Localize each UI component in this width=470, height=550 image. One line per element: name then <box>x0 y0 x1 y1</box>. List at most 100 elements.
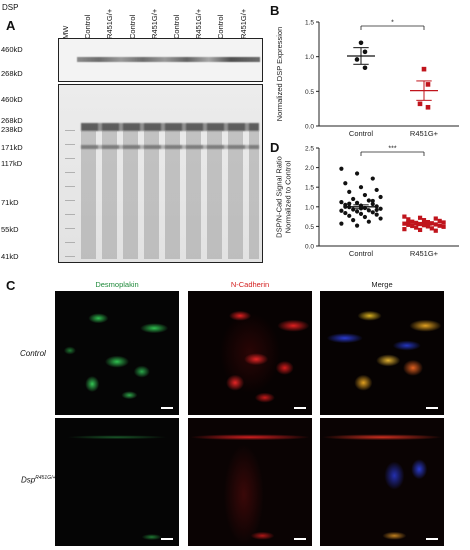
data-point <box>339 166 344 171</box>
chart-b-expression: 0.0 0.5 1.0 1.5 Control R451G+ Normalized DSP … <box>275 20 459 138</box>
scale-bar <box>161 407 173 409</box>
column-title-merge: Merge <box>371 280 393 289</box>
data-point <box>414 225 419 230</box>
y-axis-label: DSP/N-Cad Signal RatioNormalized to Cont… <box>275 156 293 238</box>
lane-label: Control <box>216 14 226 39</box>
data-point <box>425 104 431 110</box>
data-point <box>370 210 375 215</box>
micrograph-mutant-merge <box>320 418 444 546</box>
data-point <box>358 40 364 46</box>
data-point <box>354 57 360 62</box>
mw-ladder-lane <box>65 130 75 260</box>
micrograph-mutant-desmoplakin <box>55 418 179 546</box>
data-point <box>429 226 434 231</box>
lane-label: R451G/+ <box>194 8 204 39</box>
data-point <box>351 207 356 212</box>
bottom-marker-238: 238kD <box>1 125 23 134</box>
data-point <box>370 198 375 204</box>
significance-stars: * <box>391 20 394 27</box>
data-point <box>339 221 344 226</box>
data-point <box>425 82 431 87</box>
data-point <box>441 224 446 229</box>
data-point <box>378 216 383 221</box>
data-point <box>354 171 360 176</box>
y-tick-label: 0.0 <box>305 244 314 251</box>
y-axis-label-line: DSP/N-Cad Signal Ratio <box>275 156 284 238</box>
data-point <box>366 198 371 203</box>
data-point <box>402 214 407 219</box>
row-title-dsp-allele: R451G/+ <box>35 475 56 481</box>
y-axis-label: Normalized DSP Expression <box>275 27 284 121</box>
data-point <box>339 199 344 205</box>
chart-d-signal-ratio: 0.0 0.5 1.0 1.5 2.0 2.5 Control R451G+ DSP/N-Cad… <box>275 146 459 258</box>
data-point <box>351 218 356 223</box>
data-point <box>421 218 427 223</box>
y-tick-label: 1.0 <box>305 204 314 211</box>
row-title-dsp: DspR451G/+ <box>21 475 55 485</box>
lane-smears <box>81 131 259 259</box>
data-point <box>378 194 383 200</box>
y-tick-label: 1.5 <box>305 20 314 27</box>
blot-bottom-total-protein <box>58 84 263 263</box>
data-point <box>366 208 371 213</box>
band-238 <box>81 123 259 131</box>
data-point <box>343 181 348 186</box>
lane-label: R451G/+ <box>105 8 115 39</box>
data-point <box>339 208 344 213</box>
bottom-marker-171: 171kD <box>1 143 23 152</box>
data-point <box>433 216 438 221</box>
y-tick-label: 1.0 <box>305 54 314 61</box>
significance-stars: *** <box>388 146 396 153</box>
data-point <box>362 192 368 198</box>
data-point <box>414 220 419 225</box>
x-category-label: R451G+ <box>410 129 439 138</box>
data-point <box>406 222 411 227</box>
micrograph-control-merge <box>320 291 444 415</box>
data-point <box>358 185 364 190</box>
scale-bar <box>426 538 438 540</box>
data-point <box>402 227 407 232</box>
data-point <box>354 200 360 205</box>
data-point <box>362 214 368 220</box>
data-point <box>402 221 407 226</box>
top-marker-460: 460kD <box>1 45 23 54</box>
data-point <box>370 201 375 207</box>
y-tick-label: 0.5 <box>305 224 314 231</box>
data-point <box>417 215 423 220</box>
x-category-label: Control <box>349 129 374 138</box>
y-axis-label-line: Normalized DSP Expression <box>275 27 284 121</box>
data-point <box>343 210 348 216</box>
data-point <box>417 227 423 233</box>
blot-protein-label: DSP <box>2 3 19 12</box>
data-point <box>370 176 375 181</box>
lane-label: Control <box>83 14 93 39</box>
data-point <box>429 221 434 226</box>
y-tick-label: 2.5 <box>305 146 314 153</box>
data-point <box>374 187 379 193</box>
data-point <box>433 228 438 233</box>
column-title-desmoplakin: Desmoplakin <box>95 280 139 289</box>
data-point <box>425 219 431 225</box>
scale-bar <box>161 538 173 540</box>
data-point <box>343 204 348 209</box>
data-point <box>374 207 379 213</box>
data-point <box>410 223 415 229</box>
data-point <box>347 189 352 195</box>
lane-label: R451G/+ <box>149 8 159 39</box>
bottom-marker-41: 41kD <box>1 252 19 261</box>
x-category-label: R451G+ <box>410 249 439 258</box>
y-tick-label: 0.5 <box>305 89 314 96</box>
bottom-marker-268: 268kD <box>1 116 23 125</box>
scale-bar <box>426 407 438 409</box>
data-point <box>358 211 364 216</box>
column-title-n-cadherin: N-Cadherin <box>230 280 270 289</box>
micrograph-control-desmoplakin <box>55 291 179 415</box>
data-point <box>417 101 423 107</box>
bottom-marker-71: 71kD <box>1 198 19 207</box>
data-point <box>354 223 360 228</box>
data-point <box>374 212 379 217</box>
data-point <box>362 65 368 71</box>
data-point <box>354 209 360 214</box>
panel-b-letter: B <box>270 3 280 18</box>
bottom-marker-117: 117kD <box>1 159 23 168</box>
